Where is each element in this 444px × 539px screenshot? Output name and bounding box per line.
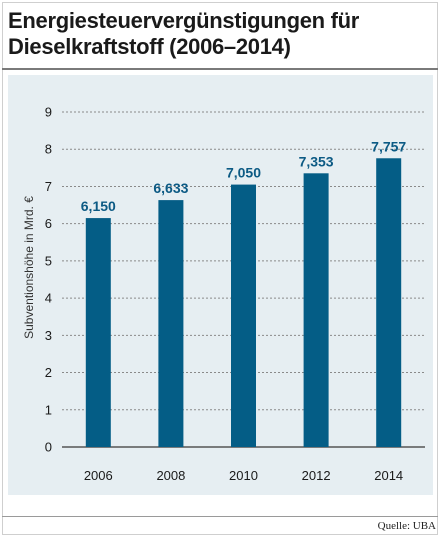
data-label: 7,757 — [371, 138, 406, 154]
y-tick-label: 9 — [45, 105, 52, 120]
y-tick-label: 2 — [45, 365, 52, 380]
y-axis-ticks: 0 1 2 3 4 5 6 7 8 9 — [45, 105, 52, 455]
bar — [158, 200, 184, 447]
data-label: 7,050 — [226, 165, 261, 181]
y-tick-label: 8 — [45, 142, 52, 157]
bar — [85, 218, 111, 447]
footer-divider — [2, 516, 438, 517]
y-axis-label: Subventionshöhe in Mrd. € — [22, 196, 36, 339]
data-labels: 6,150 6,633 7,050 7,353 7,757 — [81, 138, 407, 214]
plot-background — [8, 75, 433, 495]
x-tick-label: 2008 — [156, 468, 185, 483]
y-tick-label: 3 — [45, 328, 52, 343]
bar — [303, 173, 329, 447]
y-tick-label: 0 — [45, 440, 52, 455]
bar — [231, 184, 256, 448]
y-tick-label: 6 — [45, 216, 52, 231]
x-axis-ticks: 2006 2008 2010 2012 2014 — [84, 468, 403, 483]
x-tick-label: 2014 — [374, 468, 403, 483]
x-tick-label: 2010 — [229, 468, 258, 483]
y-tick-label: 4 — [45, 291, 52, 306]
chart-title: Energiesteuervergünstigungen für Dieselk… — [8, 8, 360, 59]
data-label: 6,633 — [153, 180, 188, 196]
title-divider — [2, 68, 438, 70]
x-tick-label: 2012 — [302, 468, 331, 483]
data-label: 7,353 — [299, 153, 334, 169]
x-tick-label: 2006 — [84, 468, 113, 483]
data-label: 6,150 — [81, 198, 116, 214]
bar — [376, 158, 402, 448]
y-tick-label: 1 — [45, 402, 52, 417]
bars — [85, 158, 402, 448]
y-tick-label: 7 — [45, 179, 52, 194]
y-tick-label: 5 — [45, 253, 52, 268]
source-note: Quelle: UBA — [377, 520, 436, 532]
